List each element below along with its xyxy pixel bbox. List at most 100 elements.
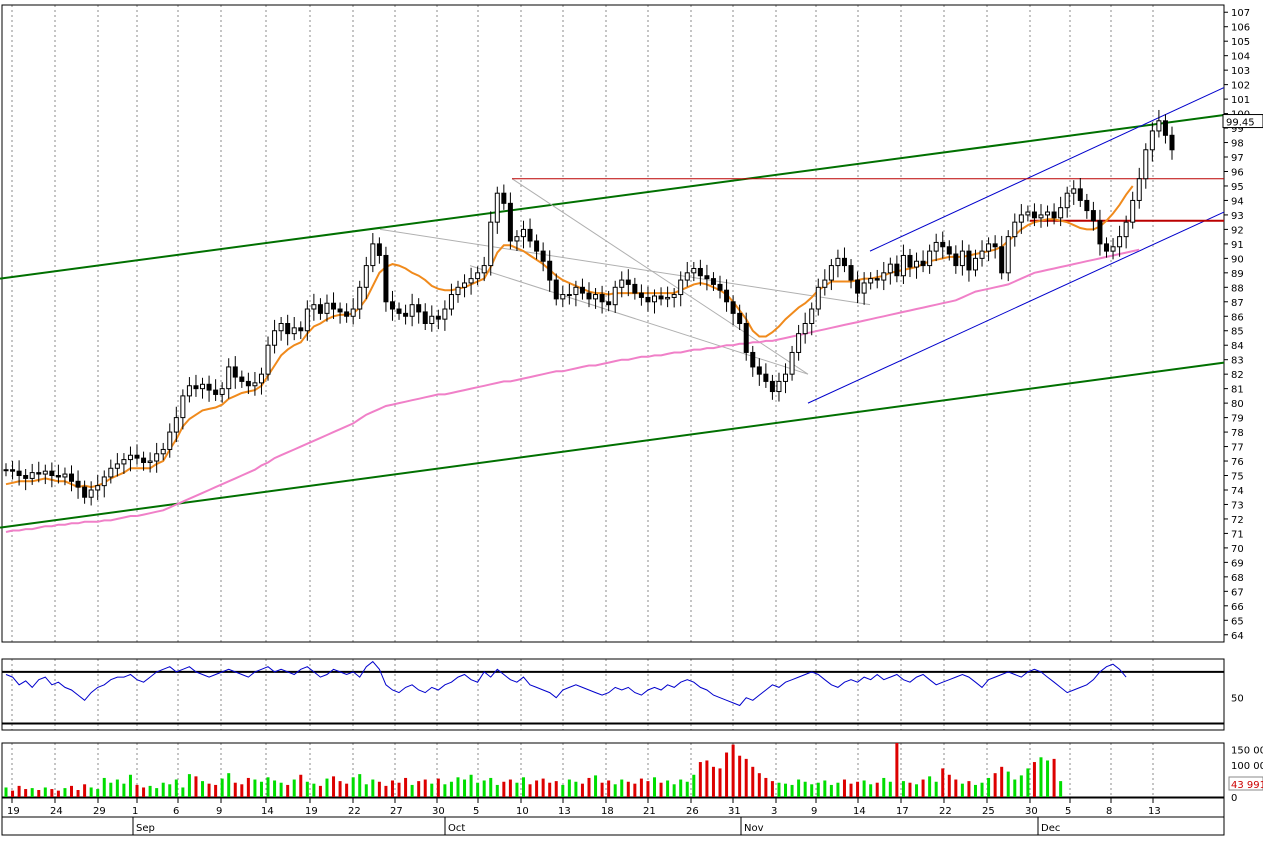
y-tick-label: 89 [1231, 269, 1244, 280]
volume-bar [973, 784, 977, 797]
volume-bar [987, 777, 991, 797]
volume-bar [233, 782, 237, 797]
candle-body [1143, 149, 1149, 180]
volume-bar [122, 783, 126, 797]
volume-bar [580, 783, 584, 797]
candle-body [940, 241, 946, 248]
volume-bar [476, 782, 480, 797]
candle-body [324, 302, 330, 314]
x-tick-label: 8 [1106, 806, 1112, 817]
candle-body [167, 431, 173, 450]
candle-body [239, 376, 245, 382]
volume-bar [201, 781, 205, 797]
candle-body [645, 296, 651, 303]
candle-body [514, 236, 520, 242]
volume-bar [502, 781, 506, 797]
candle-body [776, 380, 782, 393]
candle-body [717, 283, 723, 291]
volume-bar [305, 781, 309, 797]
candle-body [1110, 246, 1116, 252]
candle-body [691, 267, 697, 274]
volume-bar [96, 789, 100, 797]
volume-bar [266, 777, 270, 797]
candle-body [1025, 211, 1031, 216]
x-tick-label: 13 [558, 806, 571, 817]
candle-body [1051, 211, 1057, 219]
x-tick-label: 24 [50, 806, 63, 817]
volume-bar [613, 784, 617, 797]
volume-bar [960, 783, 964, 797]
volume-bar [76, 790, 80, 797]
month-label: Sep [136, 823, 155, 834]
volume-bar [685, 781, 689, 797]
candle-body [278, 323, 284, 332]
volume-bar [528, 784, 532, 797]
x-tick-label: 5 [473, 806, 479, 817]
candle-body [665, 296, 671, 300]
x-tick-label: 25 [982, 806, 995, 817]
candle-body [389, 301, 395, 310]
volume-bar [312, 783, 316, 797]
y-tick-label: 84 [1231, 341, 1244, 352]
candle-body [920, 260, 926, 267]
candle-body [540, 250, 546, 262]
y-tick-label: 91 [1231, 240, 1244, 251]
volume-bar [50, 789, 54, 797]
candle-body [520, 228, 526, 238]
candle-body [1064, 192, 1070, 209]
volume-bar [246, 777, 250, 797]
volume-bar [908, 782, 912, 797]
candle-body [42, 470, 48, 475]
volume-bar [325, 778, 329, 797]
candle-body [55, 475, 61, 478]
volume-bar [410, 784, 414, 797]
candle-body [658, 295, 664, 300]
y-tick-label: 83 [1231, 356, 1244, 367]
volume-bar [711, 766, 715, 797]
y-tick-label: 77 [1231, 443, 1244, 454]
candle-body [599, 294, 605, 303]
oscillator-panel-frame [1, 658, 1225, 731]
candle-body [1071, 188, 1077, 194]
candle-body [828, 265, 834, 281]
candle-body [737, 312, 743, 324]
candle-body [1005, 236, 1011, 274]
volume-bar [849, 783, 853, 797]
candle-body [907, 254, 913, 268]
candle-body [802, 323, 808, 335]
volume-bar [161, 782, 165, 797]
candle-body [625, 279, 631, 285]
volume-bar [901, 781, 905, 797]
candle-body [1123, 221, 1129, 238]
volume-bar [757, 773, 761, 797]
candle-body [724, 289, 730, 303]
volume-bar [1026, 768, 1030, 797]
volume-bar [456, 777, 460, 797]
y-tick-label: 76 [1231, 457, 1244, 468]
volume-panel-frame [1, 742, 1225, 798]
candle-body [874, 278, 880, 281]
y-tick-label: 88 [1231, 283, 1244, 294]
y-tick-label: 101 [1231, 95, 1250, 106]
y-tick-label: 73 [1231, 500, 1244, 511]
volume-bar [934, 781, 938, 797]
candle-body [226, 366, 232, 390]
volume-bar [869, 784, 873, 797]
volume-bar [797, 779, 801, 797]
volume-bar [63, 788, 67, 797]
volume-bar [1013, 779, 1017, 797]
price-panel-frame [1, 4, 1225, 643]
candle-body [1038, 214, 1044, 219]
y-tick-label: 79 [1231, 414, 1244, 425]
volume-bar [803, 781, 807, 797]
candle-body [992, 243, 998, 248]
candle-body [88, 489, 94, 498]
candle-body [632, 283, 638, 294]
candle-body [396, 308, 402, 314]
x-tick-label: 26 [686, 806, 699, 817]
candle-body [154, 453, 160, 462]
volume-bar [299, 774, 303, 797]
candle-body [147, 460, 153, 463]
volume-bar [836, 782, 840, 797]
candle-body [62, 473, 68, 478]
